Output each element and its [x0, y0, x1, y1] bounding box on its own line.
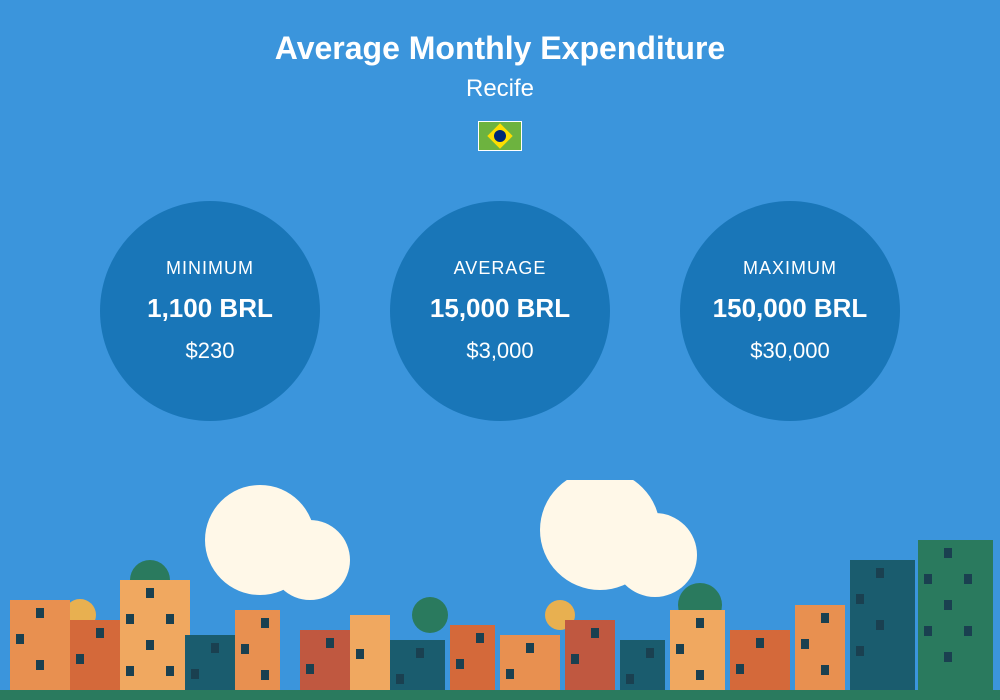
stat-label: AVERAGE [454, 258, 547, 279]
subtitle: Recife [0, 75, 1000, 103]
stat-circle-minimum: MINIMUM 1,100 BRL $230 [100, 201, 320, 421]
stat-label: MAXIMUM [743, 258, 837, 279]
stat-label: MINIMUM [166, 258, 254, 279]
stat-usd: $3,000 [466, 338, 533, 364]
stat-circle-average: AVERAGE 15,000 BRL $3,000 [390, 201, 610, 421]
stat-value: 15,000 BRL [430, 293, 570, 324]
stat-value: 150,000 BRL [713, 293, 868, 324]
stat-circle-maximum: MAXIMUM 150,000 BRL $30,000 [680, 201, 900, 421]
stat-usd: $230 [186, 338, 235, 364]
header: Average Monthly Expenditure Recife [0, 0, 1000, 156]
cityscape-illustration [0, 480, 1000, 700]
brazil-flag-icon [478, 121, 522, 151]
stat-circles: MINIMUM 1,100 BRL $230 AVERAGE 15,000 BR… [0, 201, 1000, 421]
stat-value: 1,100 BRL [147, 293, 273, 324]
stat-usd: $30,000 [750, 338, 830, 364]
page-title: Average Monthly Expenditure [0, 30, 1000, 67]
